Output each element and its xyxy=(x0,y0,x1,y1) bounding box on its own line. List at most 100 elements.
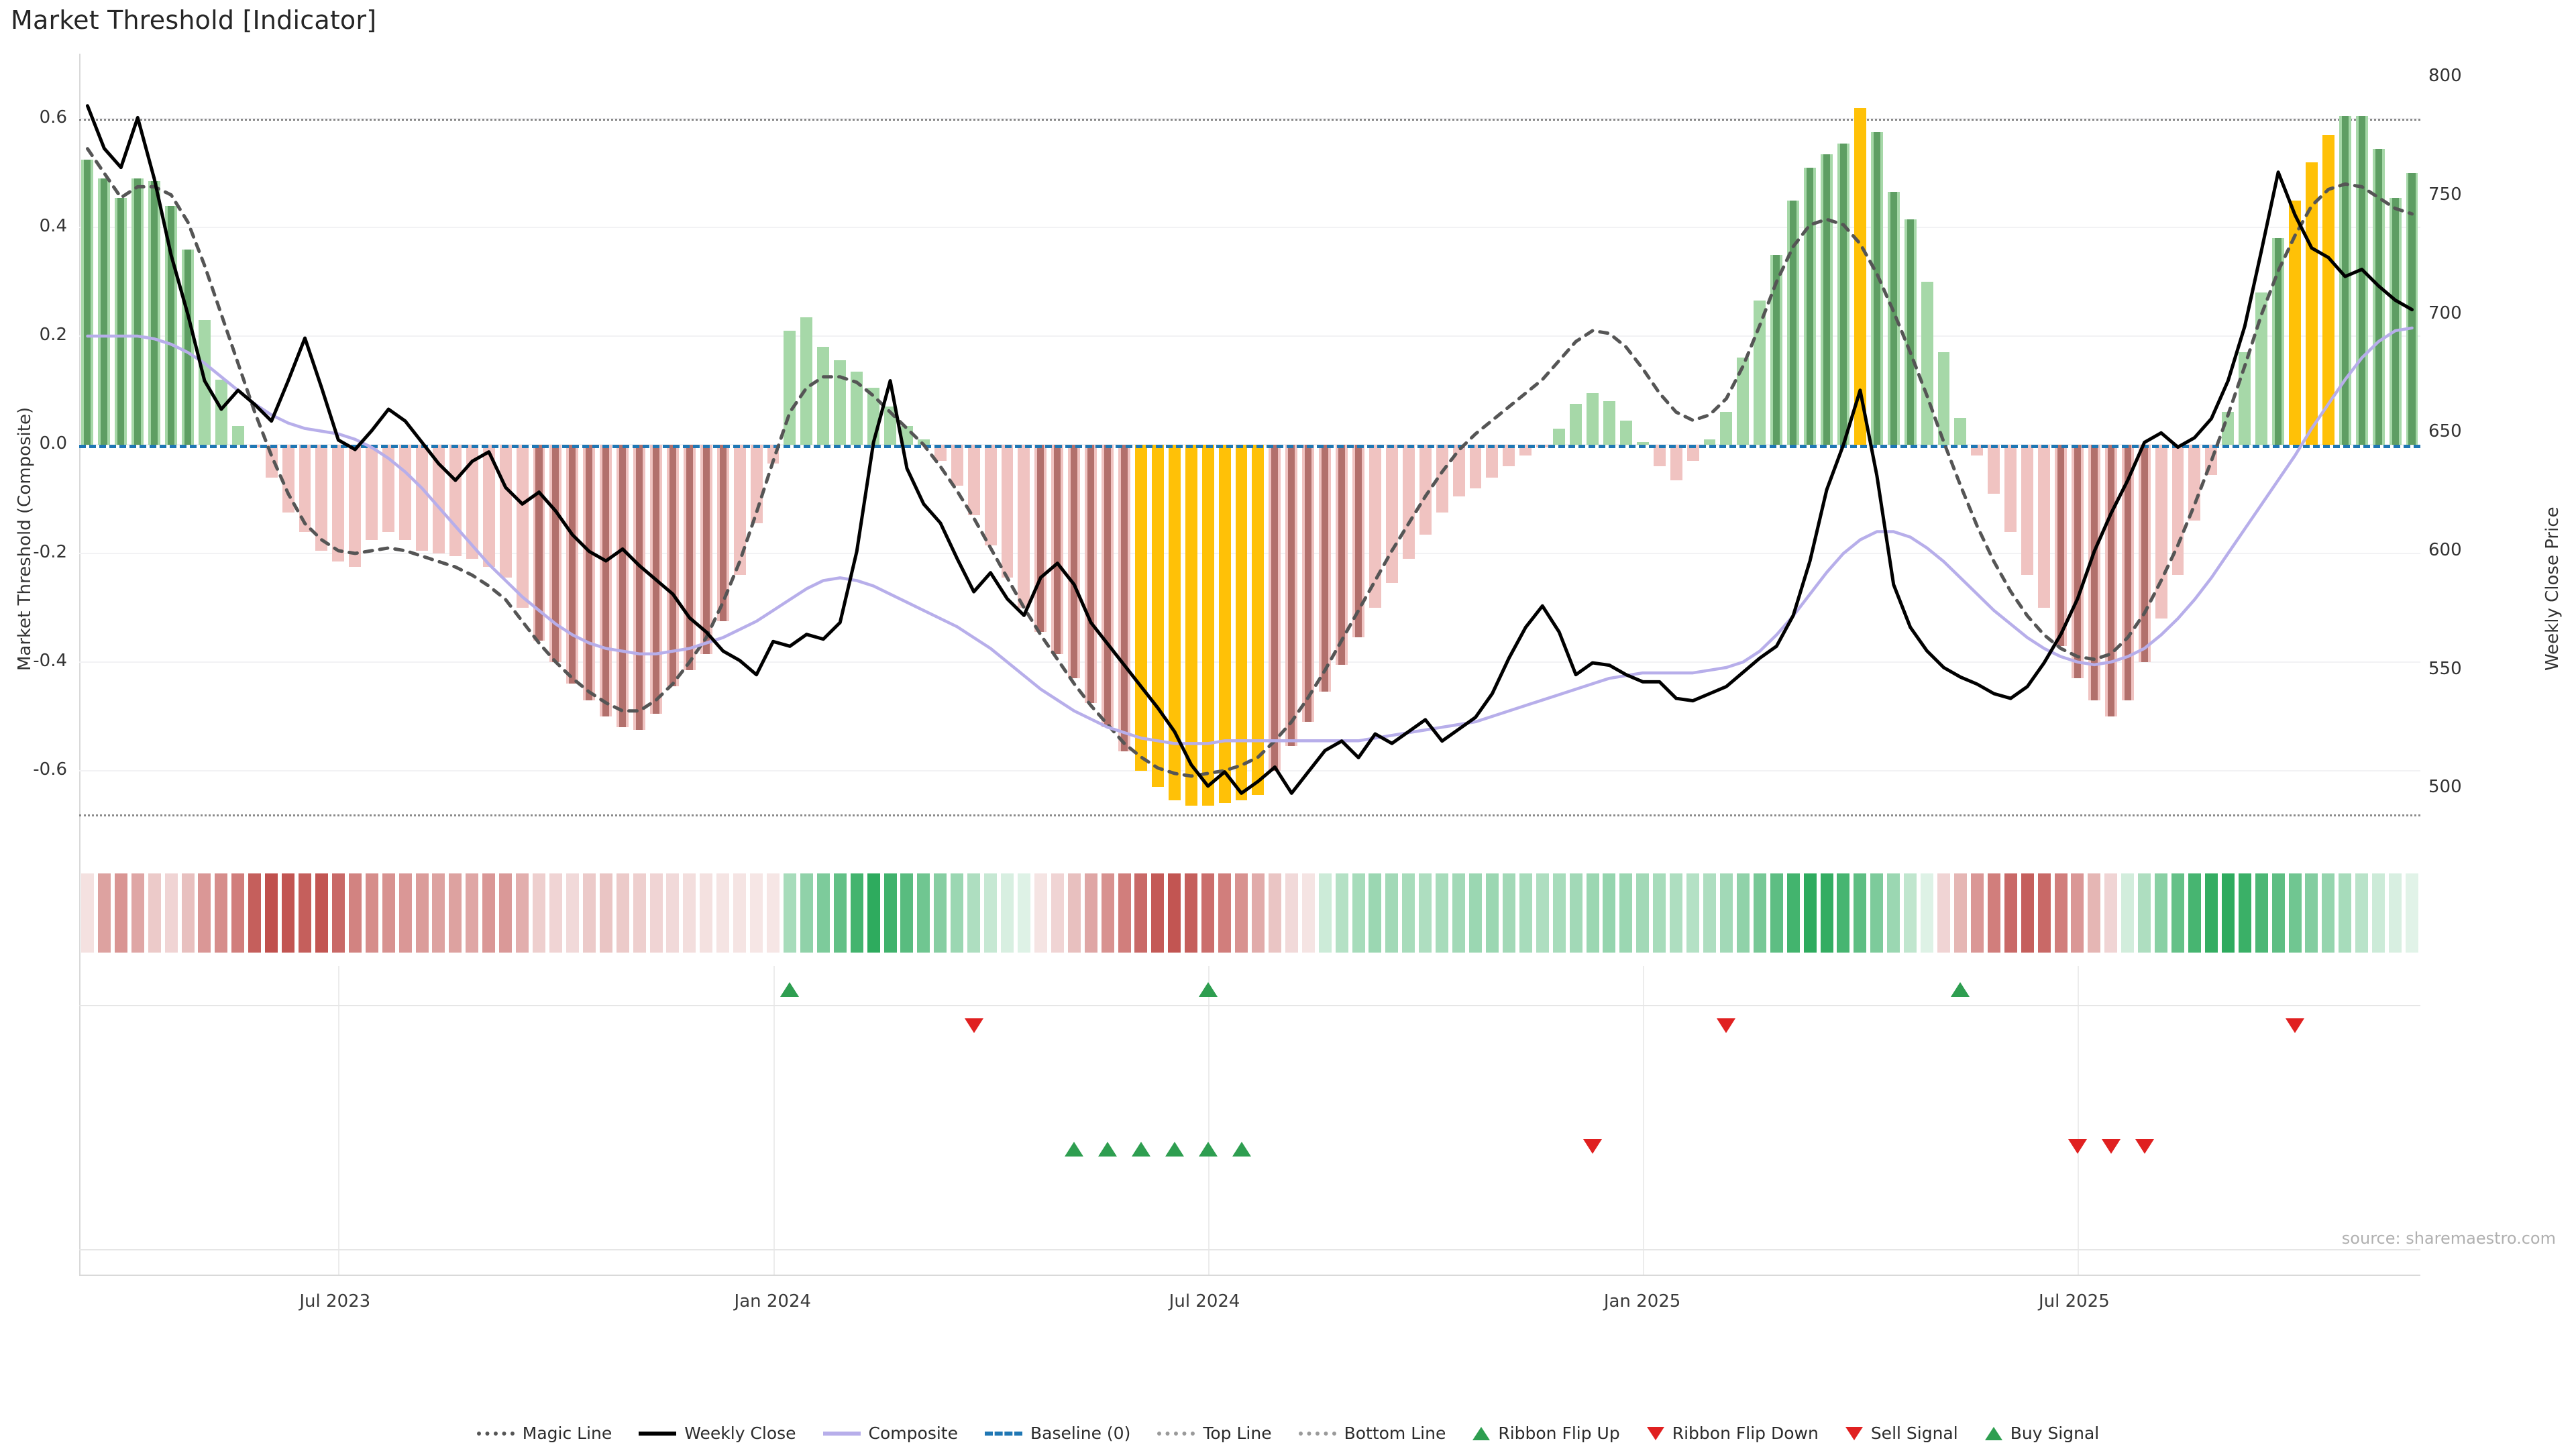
histogram-bar[interactable] xyxy=(1302,445,1315,722)
ribbon-cell[interactable] xyxy=(951,873,964,953)
histogram-bar[interactable] xyxy=(215,379,227,445)
ribbon-cell[interactable] xyxy=(2088,873,2101,953)
ribbon-cell[interactable] xyxy=(248,873,262,953)
ribbon-cell[interactable] xyxy=(1653,873,1666,953)
histogram-bar[interactable] xyxy=(1419,445,1432,535)
histogram-bar[interactable] xyxy=(482,445,495,568)
ribbon-cell[interactable] xyxy=(2037,873,2051,953)
histogram-bar[interactable] xyxy=(2155,445,2167,619)
ribbon-cell[interactable] xyxy=(198,873,211,953)
ribbon-cell[interactable] xyxy=(315,873,328,953)
ribbon-cell[interactable] xyxy=(1686,873,1700,953)
ribbon-cell[interactable] xyxy=(1820,873,1833,953)
histogram-bar[interactable] xyxy=(1636,441,1649,445)
histogram-bar[interactable] xyxy=(2289,200,2301,445)
ribbon-cell[interactable] xyxy=(1151,873,1165,953)
histogram-bar[interactable] xyxy=(1319,445,1332,692)
buy-signal-marker[interactable] xyxy=(1232,1142,1251,1157)
ribbon-cell[interactable] xyxy=(1887,873,1900,953)
histogram-bar[interactable] xyxy=(1653,445,1666,467)
ribbon-cell[interactable] xyxy=(97,873,111,953)
histogram-bar[interactable] xyxy=(2004,445,2017,532)
ribbon-cell[interactable] xyxy=(1803,873,1817,953)
ribbon-cell[interactable] xyxy=(2171,873,2184,953)
buy-signal-marker[interactable] xyxy=(1131,1142,1150,1157)
histogram-bar[interactable] xyxy=(349,445,362,568)
histogram-bar[interactable] xyxy=(1469,445,1482,488)
ribbon-cell[interactable] xyxy=(331,873,345,953)
ribbon-cell[interactable] xyxy=(1352,873,1365,953)
histogram-bar[interactable] xyxy=(1954,417,1967,445)
ribbon-cell[interactable] xyxy=(1235,873,1248,953)
legend-item[interactable]: Magic Line xyxy=(476,1424,612,1443)
ribbon-heatmap[interactable] xyxy=(79,873,2420,953)
histogram-bar[interactable] xyxy=(1870,132,1883,445)
histogram-bar[interactable] xyxy=(984,445,997,545)
histogram-bar[interactable] xyxy=(1553,428,1566,445)
ribbon-cell[interactable] xyxy=(833,873,847,953)
ribbon-cell[interactable] xyxy=(1837,873,1850,953)
ribbon-cell[interactable] xyxy=(2004,873,2017,953)
legend-item[interactable]: Composite xyxy=(822,1424,958,1443)
ribbon-cell[interactable] xyxy=(2155,873,2168,953)
histogram-bar[interactable] xyxy=(1703,439,1716,445)
histogram-bar[interactable] xyxy=(1402,445,1415,559)
ribbon-cell[interactable] xyxy=(1519,873,1532,953)
ribbon-cell[interactable] xyxy=(733,873,747,953)
ribbon-cell[interactable] xyxy=(1001,873,1014,953)
histogram-bar[interactable] xyxy=(1904,219,1917,445)
histogram-bar[interactable] xyxy=(1754,301,1766,445)
histogram-bar[interactable] xyxy=(2021,445,2034,576)
ribbon-cell[interactable] xyxy=(1419,873,1432,953)
ribbon-cell[interactable] xyxy=(1536,873,1549,953)
main-plot-area[interactable] xyxy=(79,54,2420,836)
ribbon-cell[interactable] xyxy=(449,873,462,953)
ribbon-cell[interactable] xyxy=(1118,873,1131,953)
ribbon-cell[interactable] xyxy=(599,873,612,953)
ribbon-cell[interactable] xyxy=(482,873,496,953)
ribbon-cell[interactable] xyxy=(2121,873,2135,953)
ribbon-cell[interactable] xyxy=(1285,873,1298,953)
ribbon-cell[interactable] xyxy=(1168,873,1181,953)
ribbon-cell[interactable] xyxy=(767,873,780,953)
ribbon-cell[interactable] xyxy=(800,873,813,953)
histogram-bar[interactable] xyxy=(2121,445,2134,700)
ribbon-cell[interactable] xyxy=(1485,873,1499,953)
legend-item[interactable]: Ribbon Flip Down xyxy=(1646,1424,1819,1443)
histogram-bar[interactable] xyxy=(900,425,913,445)
ribbon-cell[interactable] xyxy=(582,873,596,953)
histogram-bar[interactable] xyxy=(2372,148,2385,445)
ribbon-cell[interactable] xyxy=(2305,873,2318,953)
ribbon-cell[interactable] xyxy=(382,873,395,953)
ribbon-cell[interactable] xyxy=(1051,873,1064,953)
ribbon-cell[interactable] xyxy=(1368,873,1382,953)
ribbon-cell[interactable] xyxy=(984,873,998,953)
ribbon-cell[interactable] xyxy=(883,873,897,953)
histogram-bar[interactable] xyxy=(1686,445,1699,462)
ribbon-cell[interactable] xyxy=(2406,873,2418,953)
histogram-bar[interactable] xyxy=(1503,445,1515,467)
histogram-bar[interactable] xyxy=(566,445,579,684)
ribbon-cell[interactable] xyxy=(365,873,378,953)
ribbon-cell[interactable] xyxy=(1084,873,1097,953)
ribbon-cell[interactable] xyxy=(816,873,830,953)
ribbon-cell[interactable] xyxy=(1921,873,1934,953)
ribbon-cell[interactable] xyxy=(2322,873,2335,953)
histogram-bar[interactable] xyxy=(1787,200,1800,445)
ribbon-cell[interactable] xyxy=(566,873,579,953)
histogram-bar[interactable] xyxy=(1352,445,1364,638)
histogram-bar[interactable] xyxy=(332,445,345,562)
histogram-bar[interactable] xyxy=(1720,412,1733,445)
histogram-bar[interactable] xyxy=(1068,445,1081,679)
ribbon-cell[interactable] xyxy=(1318,873,1332,953)
ribbon-cell[interactable] xyxy=(1854,873,1867,953)
ribbon-cell[interactable] xyxy=(1034,873,1047,953)
histogram-bar[interactable] xyxy=(466,445,478,559)
ribbon-cell[interactable] xyxy=(1586,873,1599,953)
legend-item[interactable]: Weekly Close xyxy=(639,1424,796,1443)
ribbon-cell[interactable] xyxy=(265,873,278,953)
ribbon-cell[interactable] xyxy=(348,873,362,953)
histogram-bar[interactable] xyxy=(1218,445,1231,804)
histogram-bar[interactable] xyxy=(583,445,596,700)
ribbon-cell[interactable] xyxy=(934,873,947,953)
